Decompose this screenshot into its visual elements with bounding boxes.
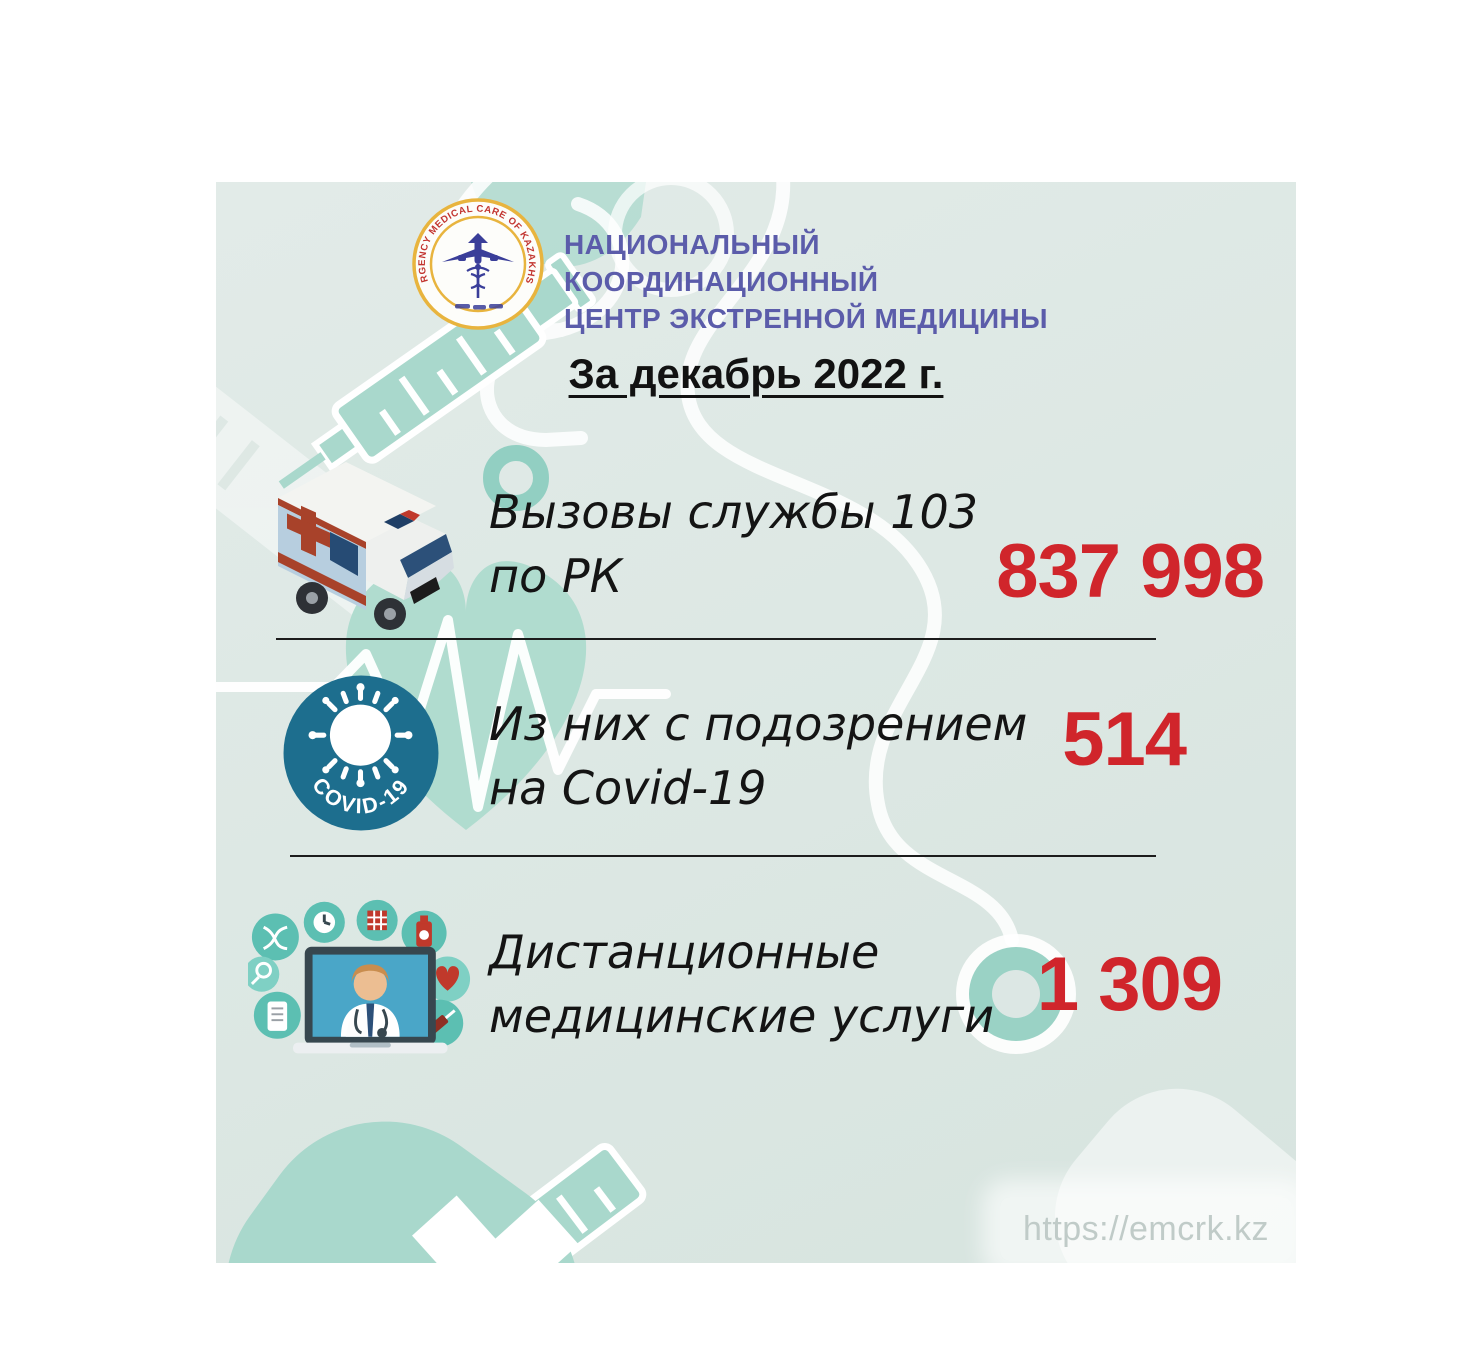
org-logo: EMERGENCY MEDICAL CARE OF KAZAKHSTAN bbox=[408, 194, 544, 330]
stat-value-covid: 514 bbox=[1062, 697, 1187, 782]
org-title-line2: ЦЕНТР ЭКСТРЕННОЙ МЕДИЦИНЫ bbox=[564, 303, 1048, 334]
syringe-icon bbox=[278, 252, 596, 489]
ekg-line-icon bbox=[216, 615, 671, 812]
watermark-url: https://emcrk.kz bbox=[1022, 1209, 1270, 1248]
airplane-caduceus-icon bbox=[442, 233, 514, 310]
mini-medical-icons bbox=[248, 899, 471, 1047]
org-title-line1: НАЦИОНАЛЬНЫЙ КООРДИНАЦИОННЫЙ bbox=[564, 229, 879, 297]
stethoscope-chestpiece-icon bbox=[956, 934, 1076, 1054]
org-title: НАЦИОНАЛЬНЫЙ КООРДИНАЦИОННЫЙ ЦЕНТР ЭКСТР… bbox=[564, 226, 1124, 337]
telemedicine-laptop-icon bbox=[248, 899, 471, 1054]
stat-label-telemedicine: Дистанционные медицинские услуги bbox=[489, 925, 995, 1043]
infographic-panel: EMERGENCY MEDICAL CARE OF KAZAKHSTAN НАЦ bbox=[216, 182, 1296, 1263]
stat-label-calls: Вызовы службы 103 по РК bbox=[489, 485, 978, 603]
virus-glyph bbox=[308, 683, 413, 788]
stat-value-calls: 837 998 bbox=[996, 529, 1265, 614]
watermark-box: https://emcrk.kz bbox=[1000, 1197, 1292, 1261]
iv-bag-icon bbox=[225, 1121, 580, 1263]
covid-virus-icon: COVID-19 bbox=[283, 675, 439, 831]
doctor-figure bbox=[340, 964, 400, 1038]
divider bbox=[276, 638, 1156, 640]
ambulance-icon bbox=[278, 462, 454, 630]
stat-label-covid: Из них с подозрением на Covid-19 bbox=[489, 697, 1028, 815]
stethoscope-ring-icon bbox=[483, 445, 549, 511]
white-ring-icon bbox=[608, 182, 734, 297]
divider bbox=[290, 855, 1156, 857]
stat-value-telemedicine: 1 309 bbox=[1036, 942, 1223, 1027]
period-title: За декабрь 2022 г. bbox=[568, 350, 944, 397]
